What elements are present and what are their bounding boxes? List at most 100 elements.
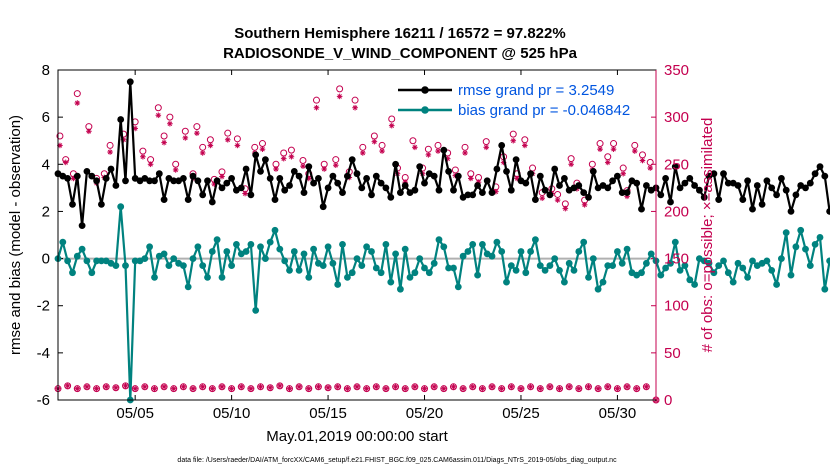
bias-point: [276, 245, 284, 253]
rmse-point: [64, 175, 71, 182]
bias-point: [213, 236, 221, 244]
assimilated-obs-stroke: [372, 139, 377, 144]
assimilated-obs-marker: [209, 385, 216, 392]
assimilated-obs-stroke: [277, 383, 283, 389]
assimilated-obs-marker: [610, 146, 617, 152]
assimilated-obs-stroke: [563, 206, 568, 211]
assimilated-obs-marker: [286, 385, 293, 392]
assimilated-obs-stroke: [258, 384, 263, 390]
assimilated-obs-stroke: [539, 195, 545, 201]
possible-obs-marker: [276, 382, 284, 390]
possible-obs-marker: [594, 385, 602, 393]
bias-point: [204, 274, 211, 281]
assimilated-obs-marker: [93, 385, 100, 392]
assimilated-obs-marker: [614, 385, 621, 392]
assimilated-obs-stroke: [325, 385, 331, 391]
rmse-point: [397, 189, 404, 197]
assimilated-obs-stroke: [316, 384, 321, 390]
y-axis-right-tick-labels: 0 50 100 150 200 250 300 350: [664, 62, 689, 409]
bias-point: [580, 238, 588, 246]
assimilated-obs-marker: [224, 136, 231, 143]
assimilated-obs-stroke: [389, 123, 395, 128]
possible-obs-marker: [478, 385, 486, 393]
bias-point: [295, 267, 303, 274]
assimilated-obs-stroke: [113, 385, 119, 391]
rmse-point: [826, 208, 830, 215]
rmse-point: [782, 186, 790, 194]
possible-obs-marker: [575, 385, 583, 393]
assimilated-obs-stroke: [431, 384, 437, 390]
assimilated-obs-marker: [383, 385, 389, 392]
bias-point: [290, 248, 298, 255]
assimilated-obs-marker: [468, 175, 474, 182]
possible-obs-marker: [233, 135, 241, 143]
possible-obs-marker: [112, 384, 120, 392]
possible-obs-marker: [440, 385, 448, 393]
assimilated-obs-marker: [568, 161, 574, 168]
rmse-point: [228, 175, 236, 182]
assimilated-obs-stroke: [273, 166, 279, 172]
possible-obs-marker: [193, 123, 201, 131]
legend-bias-marker: [421, 106, 429, 114]
rmse-point: [691, 182, 698, 189]
assimilated-obs-marker: [257, 384, 264, 390]
rmse-point: [146, 177, 154, 185]
possible-obs-marker: [131, 385, 139, 393]
rmse-point: [315, 175, 322, 182]
bias-point: [546, 262, 554, 269]
assimilated-obs-marker: [242, 190, 248, 197]
possible-obs-marker: [83, 383, 91, 391]
rmse-point: [512, 156, 520, 164]
bias-point: [300, 250, 308, 258]
possible-obs-marker: [160, 132, 168, 140]
bias-point: [363, 243, 370, 251]
assimilated-obs-stroke: [208, 143, 213, 148]
rmse-point: [773, 191, 780, 199]
assimilated-obs-marker: [167, 120, 173, 127]
bias-point: [662, 264, 669, 272]
possible-obs-marker: [154, 104, 162, 112]
rmse-point: [78, 222, 86, 230]
possible-obs-marker: [633, 385, 641, 393]
y-left-tick-label: 8: [42, 62, 50, 79]
rmse-point: [686, 175, 694, 182]
assimilated-obs-marker: [103, 384, 110, 390]
bias-point: [488, 252, 496, 260]
bias-point: [792, 243, 800, 251]
assimilated-obs-marker: [647, 165, 654, 171]
rmse-point: [806, 179, 814, 187]
possible-obs-marker: [141, 383, 149, 391]
assimilated-obs-marker: [483, 144, 490, 151]
rmse-point: [252, 151, 260, 159]
assimilated-obs-stroke: [200, 150, 205, 156]
rmse-point: [416, 163, 424, 171]
y-left-tick-label: 0: [42, 251, 50, 268]
possible-obs-marker: [257, 383, 265, 391]
bias-point: [816, 234, 824, 241]
y-axis-left-label: rmse and bias (model - observation): [7, 115, 24, 355]
assimilated-obs-marker: [74, 100, 81, 106]
bias-point: [681, 262, 689, 269]
bias-point: [372, 264, 380, 272]
bias-point: [565, 259, 573, 267]
bias-point: [435, 236, 443, 244]
plot-area: [58, 70, 656, 400]
assimilated-obs-stroke: [568, 161, 574, 167]
assimilated-obs-stroke: [462, 150, 468, 156]
bias-point: [763, 257, 771, 265]
rmse-point: [768, 184, 776, 192]
rmse-point: [749, 205, 756, 213]
assimilated-obs-stroke: [595, 386, 601, 391]
bias-point: [479, 241, 486, 248]
possible-obs-marker: [536, 385, 544, 393]
rmse-point: [676, 184, 684, 192]
possible-obs-marker: [623, 383, 631, 391]
data-file-footer: data file: /Users/raeder/DAI/ATM_forcXX/…: [177, 457, 617, 464]
bias-point: [233, 241, 240, 248]
possible-obs-marker: [363, 385, 371, 393]
assimilated-obs-stroke: [470, 384, 476, 390]
possible-obs-marker: [613, 385, 621, 393]
bias-point: [802, 245, 809, 253]
bias-point: [223, 248, 231, 255]
possible-obs-marker: [266, 384, 274, 392]
